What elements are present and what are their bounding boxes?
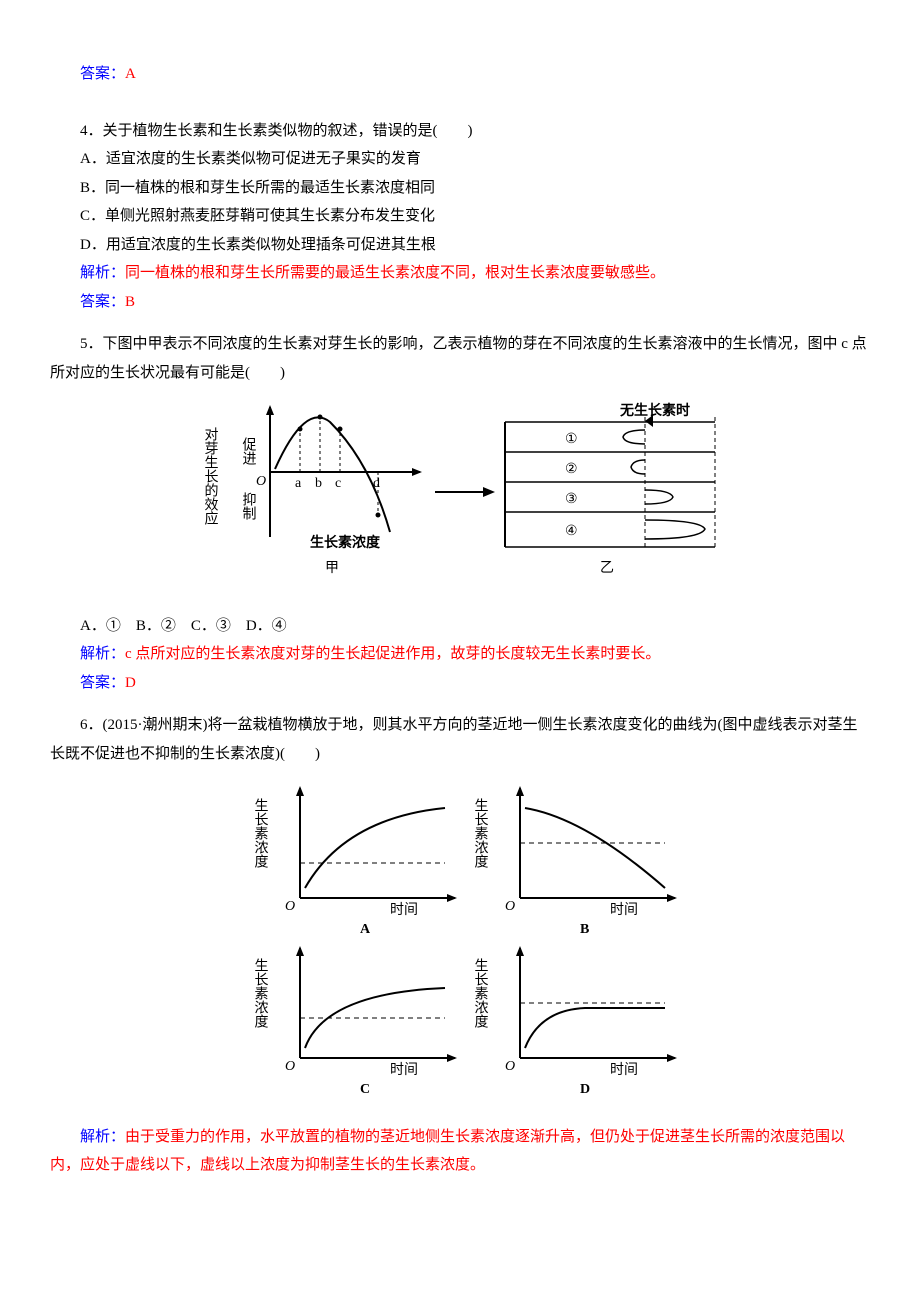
q5-xlabel: 生长素浓度 — [310, 534, 381, 551]
q6-o-d: O — [505, 1059, 515, 1074]
q5-tick-c: c — [335, 476, 341, 491]
q5-tick-b: b — [315, 476, 322, 491]
q4-explain-line: 解析：同一植株的根和芽生长所需要的最适生长素浓度不同，根对生长素浓度要敏感些。 — [50, 259, 870, 288]
q4-option-b: B．同一植株的根和芽生长所需的最适生长素浓度相同 — [50, 174, 870, 203]
q6-explain-line: 解析：由于受重力的作用，水平放置的植物的茎近地侧生长素浓度逐渐升高，但仍处于促进… — [50, 1123, 870, 1180]
q5-right-toplabel: 无生长素时 — [619, 402, 690, 419]
explain-label: 解析： — [80, 1129, 125, 1145]
answer-value: B — [125, 294, 135, 310]
q6-xlabel-d: 时间 — [610, 1062, 638, 1078]
answer-label: 答案： — [80, 675, 125, 691]
q6-stem: 6．(2015·潮州期末)将一盆栽植物横放于地，则其水平方向的茎近地一侧生长素浓… — [50, 711, 870, 768]
q5-origin: O — [256, 474, 266, 489]
q6-panel-b: B — [580, 922, 589, 937]
q5-figure: 对芽生长的效应 促进 抑制 O — [50, 397, 870, 598]
explain-label: 解析： — [80, 646, 125, 662]
q4-option-d: D．用适宜浓度的生长素类似物处理插条可促进其生根 — [50, 231, 870, 260]
q6-o-b: O — [505, 899, 515, 914]
explain-text: 同一植株的根和芽生长所需要的最适生长素浓度不同，根对生长素浓度要敏感些。 — [125, 265, 665, 281]
q5-row1: ① — [565, 432, 578, 447]
q5-row4: ④ — [565, 524, 578, 539]
q5-tick-d: d — [373, 476, 380, 491]
answer-value: A — [125, 66, 136, 82]
q5-stem: 5．下图中甲表示不同浓度的生长素对芽生长的影响，乙表示植物的芽在不同浓度的生长素… — [50, 330, 870, 387]
explain-text: c 点所对应的生长素浓度对芽的生长起促进作用，故芽的长度较无生长素时要长。 — [125, 646, 660, 662]
q5-tick-a: a — [295, 476, 302, 491]
q4-option-c: C．单侧光照射燕麦胚芽鞘可使其生长素分布发生变化 — [50, 202, 870, 231]
explain-label: 解析： — [80, 265, 125, 281]
q5-arrow — [435, 487, 495, 497]
q6-ylabel-d: 生长素浓度 — [473, 958, 489, 1028]
q5-stem-text: 5．下图中甲表示不同浓度的生长素对芽生长的影响，乙表示植物的芽在不同浓度的生长素… — [50, 336, 867, 381]
q6-figure: 生长素浓度 O 时间 A 生长素浓度 — [50, 778, 870, 1109]
explain-text: 由于受重力的作用，水平放置的植物的茎近地侧生长素浓度逐渐升高，但仍处于促进茎生长… — [50, 1129, 845, 1174]
q5-right-title: 乙 — [600, 560, 614, 576]
q6-o-c: O — [285, 1059, 295, 1074]
answer-label: 答案： — [80, 66, 125, 82]
q6-panel-a: A — [360, 922, 371, 937]
q6-ylabel-c: 生长素浓度 — [253, 958, 269, 1028]
answer-value: D — [125, 675, 136, 691]
q6-xlabel-a: 时间 — [390, 902, 418, 918]
q5-options: A．① B．② C．③ D．④ — [50, 612, 870, 641]
q6-ylabel-a: 生长素浓度 — [253, 798, 269, 868]
q6-panel-c: C — [360, 1082, 370, 1097]
q4-answer-line: 答案：B — [50, 288, 870, 317]
q6-ylabel-b: 生长素浓度 — [473, 798, 489, 868]
q6-o-a: O — [285, 899, 295, 914]
q4-option-a: A．适宜浓度的生长素类似物可促进无子果实的发育 — [50, 145, 870, 174]
q5-answer-line: 答案：D — [50, 669, 870, 698]
q6-panel-d: D — [580, 1082, 590, 1097]
q5-row3: ③ — [565, 492, 578, 507]
q5-svg: 对芽生长的效应 促进 抑制 O — [180, 397, 740, 587]
q6-xlabel-c: 时间 — [390, 1062, 418, 1078]
answer-label: 答案： — [80, 294, 125, 310]
q4-stem: 4．关于植物生长素和生长素类似物的叙述，错误的是( ) — [50, 117, 870, 146]
q6-xlabel-b: 时间 — [610, 902, 638, 918]
q5-y-bottom: 抑制 — [241, 492, 257, 520]
q5-y-top: 促进 — [241, 437, 257, 465]
q3-answer-line: 答案：A — [50, 60, 870, 89]
q5-ylabel: 对芽生长的效应 — [203, 427, 219, 525]
q5-row2: ② — [565, 462, 578, 477]
q5-left-title: 甲 — [325, 561, 339, 576]
q6-svg: 生长素浓度 O 时间 A 生长素浓度 — [240, 778, 680, 1098]
q5-explain-line: 解析：c 点所对应的生长素浓度对芽的生长起促进作用，故芽的长度较无生长素时要长。 — [50, 640, 870, 669]
